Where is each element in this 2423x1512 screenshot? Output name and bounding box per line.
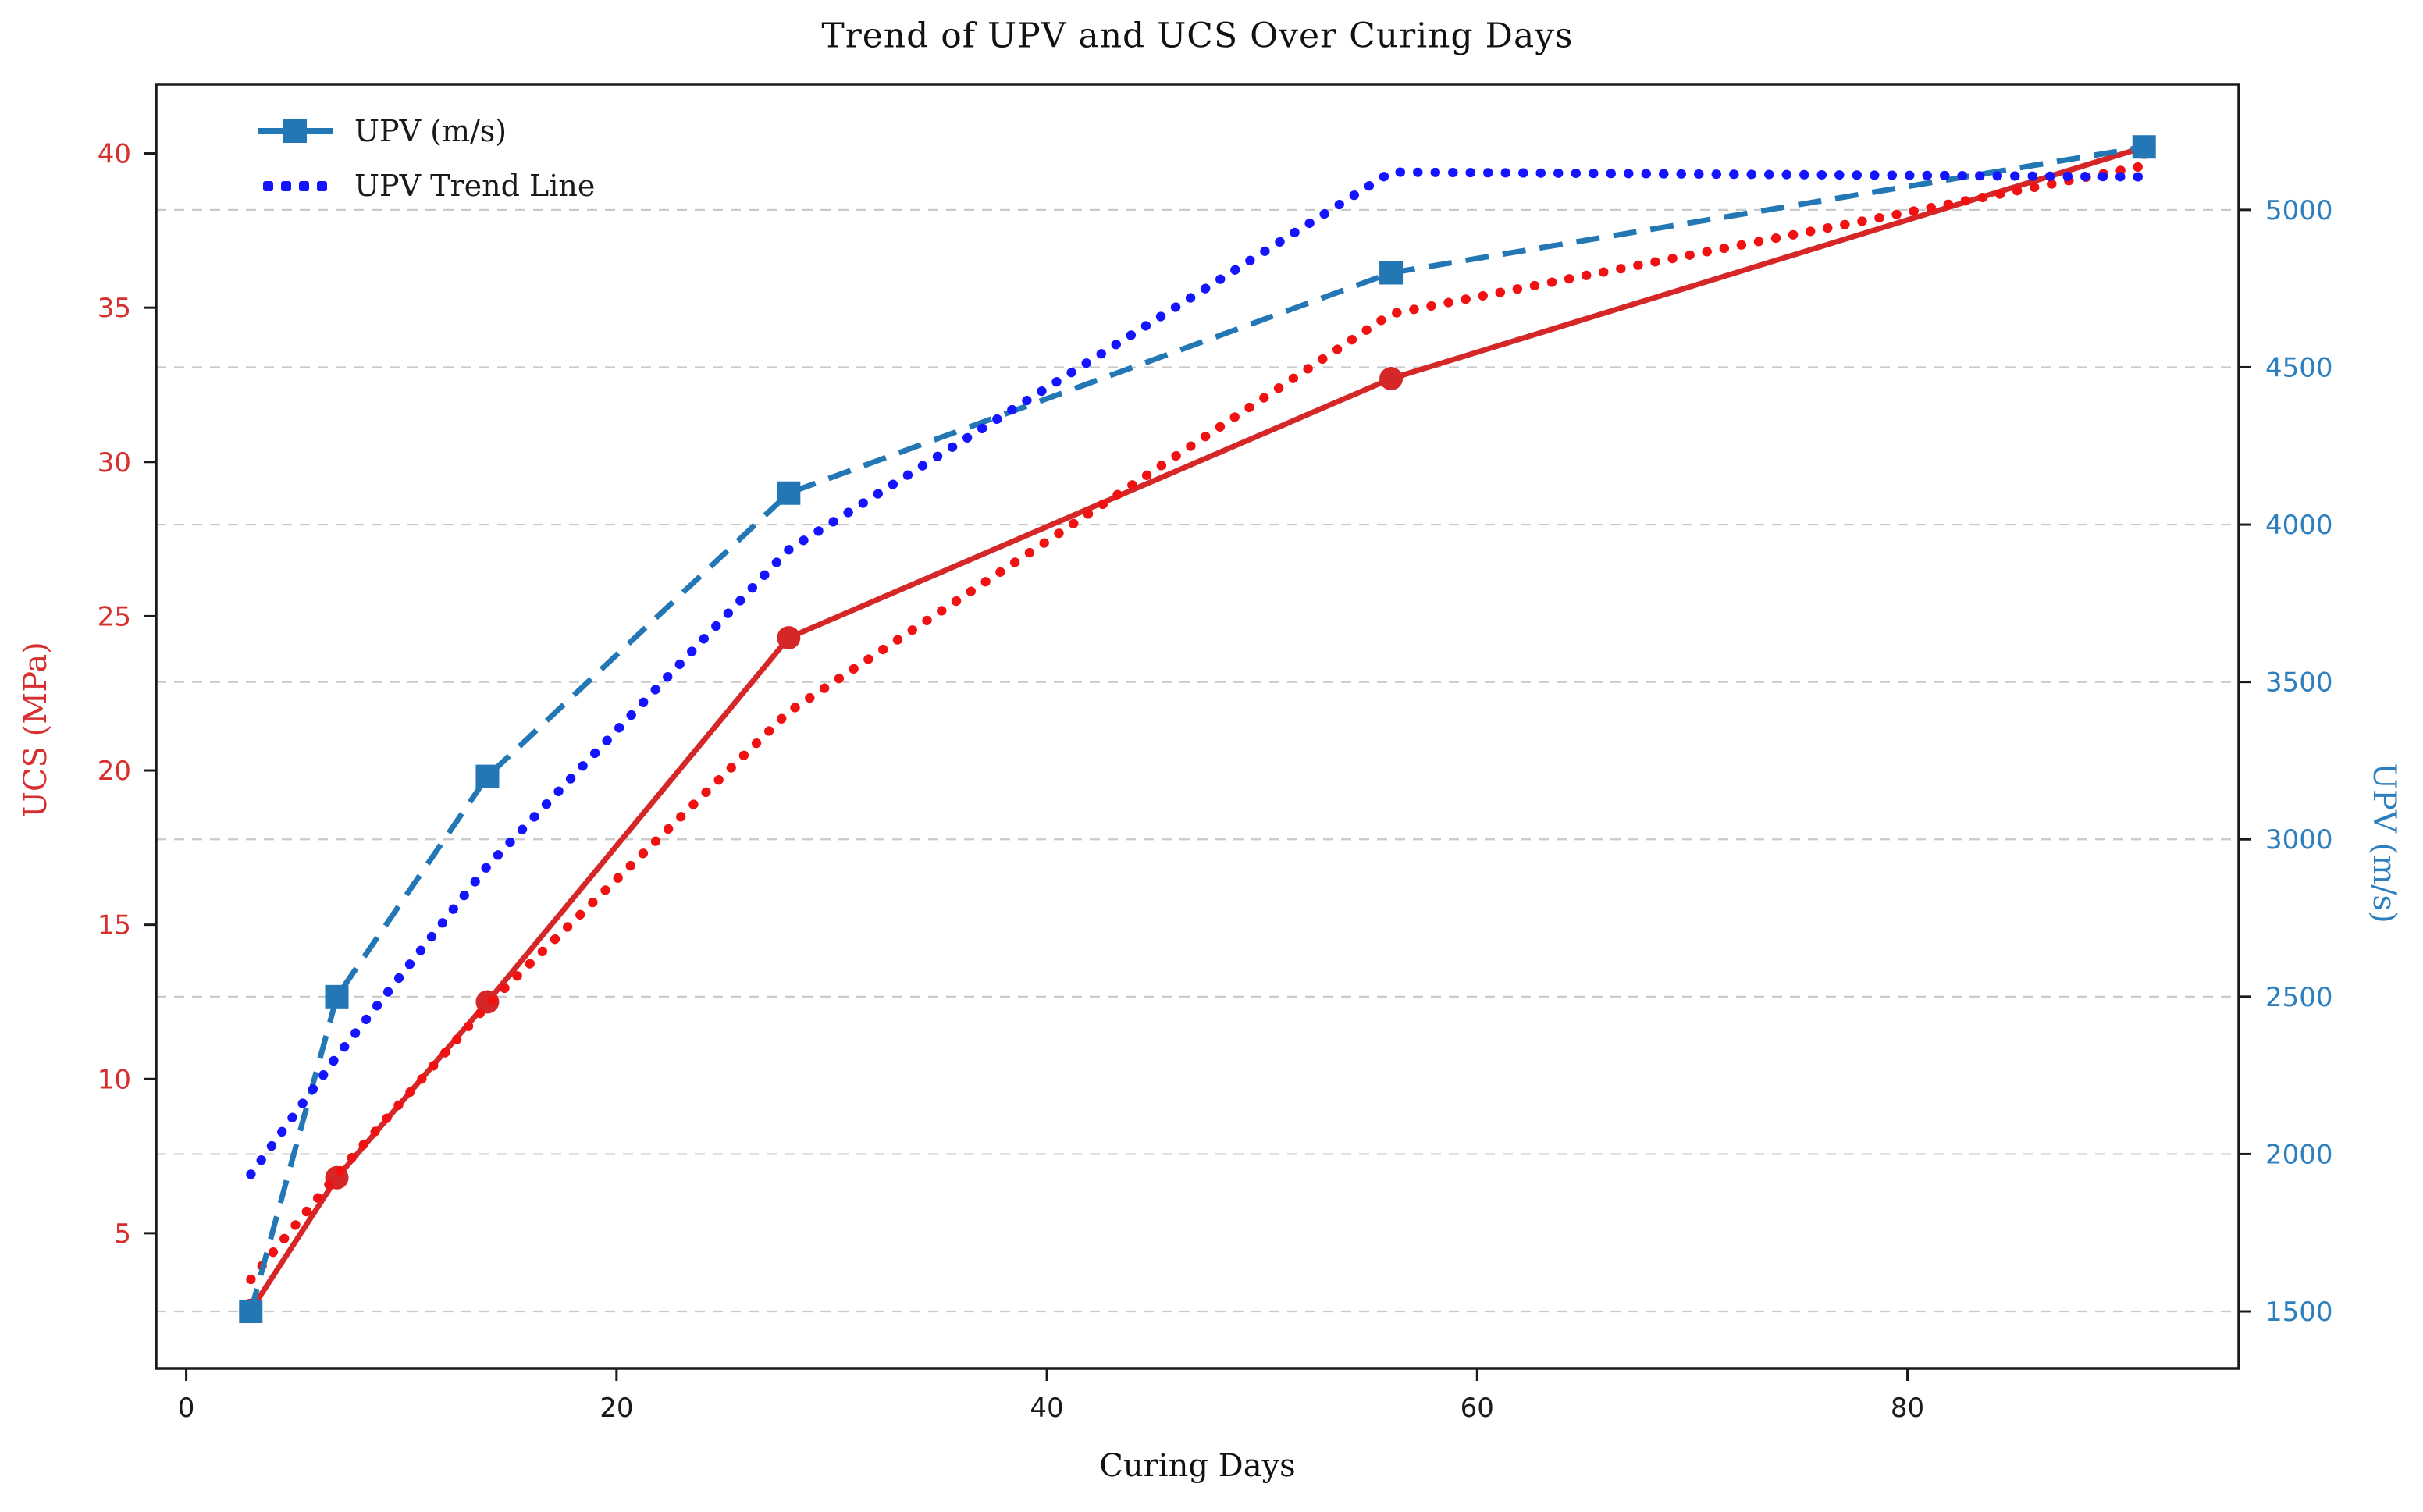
left-tick-label: 30 [98,447,131,479]
right-tick-label: 5000 [2265,195,2333,226]
right-tick-label: 2000 [2265,1139,2333,1170]
legend-label-upv: UPV (m/s) [354,114,507,148]
left-tick-label: 40 [98,139,131,170]
left-tick-label: 20 [98,756,131,787]
upv-point-marker [2132,135,2156,159]
ucs-point-marker [1379,367,1404,391]
upv-point-marker [325,984,349,1009]
upv-point-marker [1379,261,1404,285]
upv-point-marker [239,1300,263,1324]
ucs-line [248,144,2145,1312]
plot-border [155,83,2240,1370]
legend: UPV (m/s) UPV Trend Line [258,109,595,208]
legend-item-upv-trend: UPV Trend Line [258,164,595,208]
left-tick-label: 35 [98,293,131,324]
upv-dash-square-icon [258,119,333,143]
right-y-axis-label: UPV (m/s) [2366,763,2402,923]
x-axis-label: Curing Days [1099,1448,1296,1484]
upv-point-marker [475,764,500,788]
upv-point-marker [777,481,801,505]
upv-trend-line-line [246,167,2149,1179]
ucs-point-marker [777,626,801,650]
upv-trend-dots-icon [258,180,333,191]
x-tick-label: 80 [1891,1393,1924,1424]
x-tick-label: 0 [178,1393,195,1424]
left-tick-label: 5 [114,1218,131,1250]
left-tick-label: 10 [98,1064,131,1095]
right-tick-label: 4500 [2265,352,2333,383]
right-tick-label: 2500 [2265,982,2333,1013]
upv-m-s--line [247,144,2145,1312]
left-tick-label: 25 [98,601,131,632]
right-tick-label: 3000 [2265,824,2333,856]
left-tick-label: 15 [98,910,131,941]
chart-title: Trend of UPV and UCS Over Curing Days [821,16,1574,56]
x-tick-label: 60 [1461,1393,1494,1424]
x-tick-label: 20 [600,1393,633,1424]
right-tick-label: 3500 [2265,667,2333,699]
right-tick-label: 4000 [2265,510,2333,541]
right-tick-label: 1500 [2265,1297,2333,1328]
left-y-axis-label: UCS (MPa) [18,642,54,818]
x-tick-label: 40 [1030,1393,1063,1424]
ucs-trend-line-line [246,161,2149,1285]
legend-item-upv: UPV (m/s) [258,109,595,153]
legend-label-upv-trend: UPV Trend Line [354,169,596,203]
